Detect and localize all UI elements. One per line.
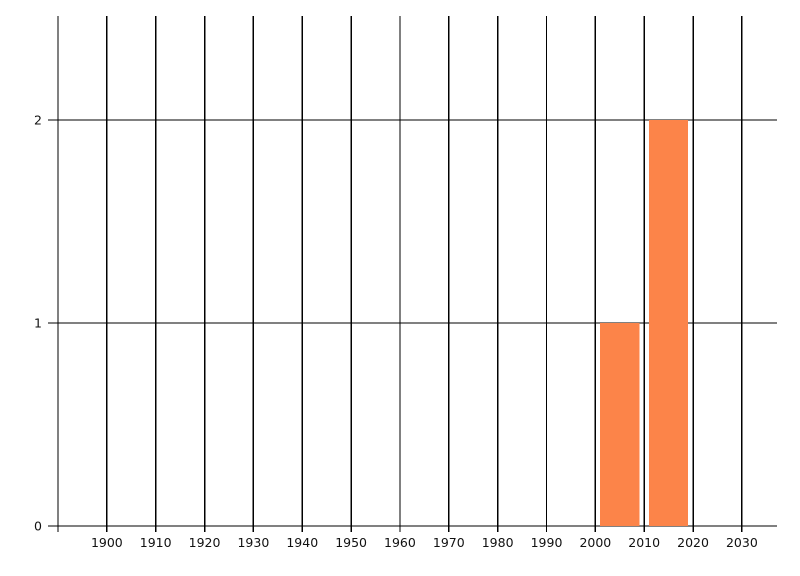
- x-axis-tick-labels: 1900 1910 1920 1930 1940 1950 1960 1970 1980 1990…: [91, 535, 758, 550]
- x-tick-label-1920: 1920: [189, 535, 221, 550]
- y-tick-label-2: 2: [34, 113, 42, 128]
- bars-group: [600, 120, 689, 526]
- x-tick-label-1990: 1990: [531, 535, 563, 550]
- x-tick-label-2030: 2030: [726, 535, 758, 550]
- x-tick-label-1950: 1950: [335, 535, 367, 550]
- x-tick-label-1940: 1940: [286, 535, 318, 550]
- x-tick-label-2000: 2000: [579, 535, 611, 550]
- bar-1: [649, 120, 689, 526]
- x-tick-label-2010: 2010: [628, 535, 660, 550]
- bar-0: [600, 323, 640, 526]
- x-tick-label-1930: 1930: [237, 535, 269, 550]
- x-tick-label-1970: 1970: [433, 535, 465, 550]
- x-tick-label-1910: 1910: [140, 535, 172, 550]
- y-axis-tick-labels: 0 1 2: [34, 113, 42, 534]
- x-tick-label-1900: 1900: [91, 535, 123, 550]
- x-tick-label-2020: 2020: [677, 535, 709, 550]
- y-tick-label-1: 1: [34, 316, 42, 331]
- x-tick-label-1980: 1980: [482, 535, 514, 550]
- vertical-gridlines-group: [57, 16, 743, 532]
- x-tick-label-1960: 1960: [384, 535, 416, 550]
- y-tick-label-0: 0: [34, 519, 42, 534]
